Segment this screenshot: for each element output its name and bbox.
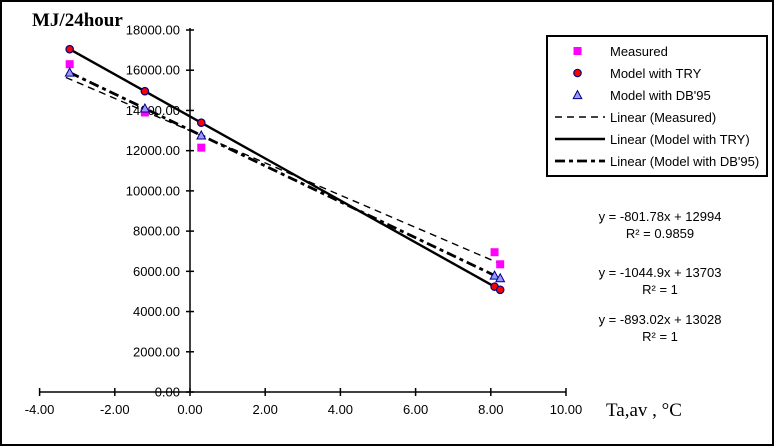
equation-text: y = -1044.9x + 13703 [598,265,722,280]
dashed-line-icon [555,116,605,118]
legend-item: Linear (Measured) [548,106,766,128]
legend-item: Model with TRY [548,62,766,84]
y-axis-tick-label: 10000.00 [126,183,180,198]
equation-block: y = -893.02x + 13028 R² = 1 [570,311,750,345]
x-axis-title: Ta,av , °C [606,400,682,421]
x-axis-tick-label: 0.00 [177,402,202,417]
data-point-measured [496,260,505,269]
legend-item-label: Linear (Model with TRY) [610,131,750,147]
triangle-icon [572,89,583,100]
data-point-measured [490,248,499,257]
r-squared-text: R² = 1 [642,329,678,344]
y-axis-tick-label: 2000.00 [133,344,180,359]
x-axis-tick-label: 4.00 [328,402,353,417]
x-axis-tick-label: 10.00 [550,402,583,417]
data-point-model-with-db-95 [489,270,500,280]
legend-item-label: Linear (Measured) [610,109,717,125]
equation-block: y = -1044.9x + 13703 R² = 1 [570,264,750,298]
equation-text: y = -801.78x + 12994 [598,209,722,224]
x-axis-tick-label: -4.00 [25,402,55,417]
data-point-measured [65,60,74,69]
y-axis-tick-label: 6000.00 [133,264,180,279]
equations-panel: y = -801.78x + 12994 R² = 0.9859 y = -1044… [570,2,750,444]
data-point-model-with-try [140,86,150,96]
legend-item: Model with DB'95 [548,84,766,106]
legend-marker-triangle [572,89,583,100]
data-point-model-with-db-95 [139,102,151,113]
r-squared-text: R² = 1 [642,282,678,297]
data-point-model-with-try [196,118,206,128]
y-axis-tick-label: 14000.00 [126,103,180,118]
data-point-model-with-db-95 [495,272,506,283]
x-axis-tick-label: 6.00 [403,402,428,417]
r-squared-text: R² = 0.9859 [625,226,695,241]
x-axis-tick-label: 2.00 [253,402,278,417]
data-point-model-with-db-95 [64,67,75,77]
data-point-measured [197,143,206,152]
solid-line-icon [555,137,605,141]
legend-marker-circle [573,68,582,78]
legend-box: Measured Model with TRY Model with DB'95 Li… [546,35,768,177]
legend-item-label: Measured [610,43,668,59]
y-axis-tick-label: 16000.00 [126,63,180,78]
data-point-model-with-try [495,285,505,295]
y-axis-tick-label: 12000.00 [126,143,180,158]
legend-item-label: Model with DB'95 [610,87,711,103]
equation-text: y = -893.02x + 13028 [598,312,722,327]
x-axis-tick-label: -2.00 [100,402,130,417]
legend-marker-square [573,47,582,55]
equation-block: y = -801.78x + 12994 R² = 0.9859 [570,208,750,242]
legend-item: Measured [548,40,766,62]
data-point-model-with-try [65,44,74,54]
y-axis-tick-label: 18000.00 [126,23,180,38]
legend-item: Linear (Model with DB'95) [548,150,766,172]
trendline-dashdot [69,71,501,280]
y-axis-tick-label: 8000.00 [133,224,180,239]
chart-title: MJ/24hour [32,10,123,31]
trendline-solid [69,48,501,291]
circle-icon [573,68,582,78]
data-point-model-with-db-95 [196,129,207,140]
legend-item: Linear (Model with TRY) [548,128,766,150]
x-axis-tick-label: 8.00 [478,402,503,417]
y-axis-tick-label: 4000.00 [133,304,180,319]
square-icon [573,47,582,55]
dashdot-line-icon [555,159,605,163]
legend-item-label: Linear (Model with DB'95) [610,153,760,169]
legend-item-label: Model with TRY [610,65,702,81]
